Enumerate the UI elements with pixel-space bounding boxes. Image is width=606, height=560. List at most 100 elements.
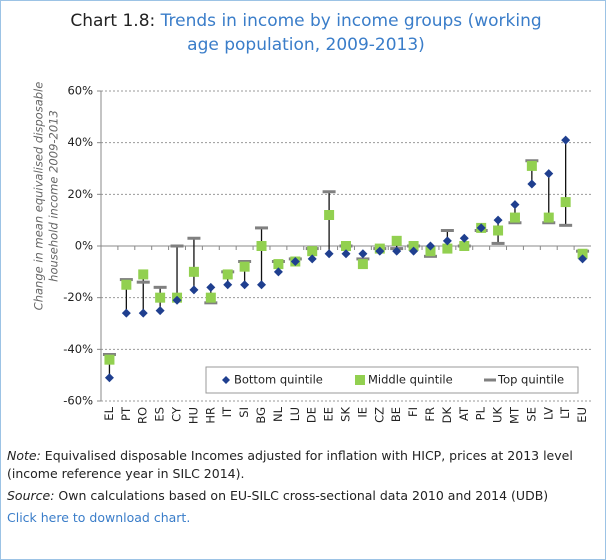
marker-square [307, 246, 318, 257]
legend-label: Middle quintile [368, 373, 453, 387]
marker-diamond [476, 223, 486, 233]
x-tick-label: EE [322, 407, 336, 422]
legend-label: Top quintile [497, 373, 564, 387]
marker-diamond [257, 280, 267, 290]
x-tick-label: IE [355, 407, 369, 418]
marker-square [341, 241, 351, 251]
chart-title: Chart 1.8: Trends in income by income gr… [61, 9, 551, 57]
y-tick-label: 20% [67, 187, 93, 201]
marker-square [543, 212, 554, 223]
y-tick-label: -60% [63, 394, 93, 408]
marker-dash [542, 221, 556, 225]
x-tick-label: IT [220, 406, 234, 417]
x-tick-label: LT [558, 406, 572, 419]
x-tick-label: PT [119, 406, 133, 421]
x-tick-label: ES [153, 407, 167, 422]
marker-square [188, 266, 199, 277]
marker-diamond [223, 280, 233, 290]
marker-dash [187, 236, 201, 240]
marker-diamond [544, 169, 554, 179]
marker-square [121, 279, 132, 290]
marker-dash [170, 244, 184, 248]
marker-dash [491, 241, 505, 245]
marker-diamond [459, 233, 469, 243]
marker-diamond [392, 246, 402, 256]
source-label: Source: [7, 488, 55, 503]
marker-square [155, 292, 166, 303]
marker-diamond [290, 257, 300, 266]
marker-dash [204, 301, 218, 305]
legend-swatch [222, 376, 230, 384]
x-tick-label: SK [339, 407, 353, 422]
marker-diamond [409, 246, 419, 256]
marker-square [391, 235, 402, 246]
marker-diamond [341, 249, 351, 259]
legend-label: Bottom quintile [234, 373, 323, 387]
x-tick-label: LU [288, 407, 302, 421]
marker-diamond [189, 285, 199, 295]
download-link[interactable]: Click here to download chart. [7, 510, 191, 525]
x-tick-label: SE [524, 407, 538, 422]
marker-diamond [442, 236, 452, 246]
y-tick-label: 40% [67, 135, 93, 149]
x-tick-label: EU [575, 407, 589, 423]
y-tick-label: 60% [67, 84, 93, 98]
x-tick-label: DE [305, 407, 319, 423]
note-text: Equivalised disposable Incomes adjusted … [7, 448, 573, 481]
title-text: Trends in income by income groups (worki… [160, 11, 542, 55]
x-tick-label: LV [541, 407, 555, 420]
x-tick-label: PL [474, 406, 488, 420]
marker-dash [440, 229, 454, 232]
marker-diamond [273, 267, 283, 277]
marker-diamond [172, 295, 182, 305]
x-tick-label: CY [170, 406, 184, 422]
notes: Note: Equivalised disposable Incomes adj… [7, 447, 597, 531]
marker-diamond [527, 179, 537, 189]
y-tick-label: -40% [63, 342, 93, 356]
marker-square [442, 243, 453, 254]
marker-dash [119, 278, 133, 282]
marker-dash [559, 223, 573, 227]
marker-square [104, 354, 115, 365]
y-axis-label: household income 2009-2013 [47, 110, 61, 282]
marker-dash [508, 221, 522, 225]
y-tick-label: -20% [63, 290, 93, 304]
legend-box [205, 366, 579, 394]
marker-square [324, 210, 335, 220]
marker-square [493, 225, 504, 236]
marker-square [239, 261, 250, 272]
marker-dash [255, 226, 269, 230]
marker-square [459, 241, 470, 251]
marker-dash [322, 190, 336, 194]
marker-diamond [425, 241, 435, 251]
note-label: Note: [7, 448, 41, 463]
marker-diamond [561, 135, 571, 145]
marker-square [408, 241, 419, 251]
marker-square [425, 246, 436, 257]
marker-dash [153, 285, 167, 289]
marker-dash [423, 254, 437, 258]
y-axis-label: Change in mean equivalised disposable [32, 82, 46, 311]
source: Source: Own calculations based on EU-SIL… [7, 487, 597, 505]
x-tick-label: AT [457, 406, 471, 421]
source-text: Own calculations based on EU-SILC cross-… [58, 488, 549, 503]
x-tick-label: EL [102, 406, 116, 420]
legend-swatch [355, 375, 365, 385]
x-tick-label: HR [203, 407, 217, 424]
marker-square [509, 212, 520, 223]
marker-diamond [121, 308, 131, 318]
y-tick-label: 0% [75, 239, 93, 253]
marker-diamond [155, 306, 165, 316]
chart: Change in mean equivalised disposable hou… [32, 82, 591, 424]
marker-square [560, 197, 571, 208]
marker-diamond [324, 249, 334, 259]
marker-dash [136, 280, 150, 284]
marker-diamond [138, 308, 148, 318]
marker-square [256, 241, 267, 251]
marker-diamond [510, 200, 520, 210]
x-tick-label: RO [136, 407, 150, 424]
x-tick-label: NL [271, 406, 285, 422]
marker-square [526, 160, 537, 171]
title-label: Chart 1.8: [70, 11, 156, 31]
marker-square [138, 269, 149, 280]
